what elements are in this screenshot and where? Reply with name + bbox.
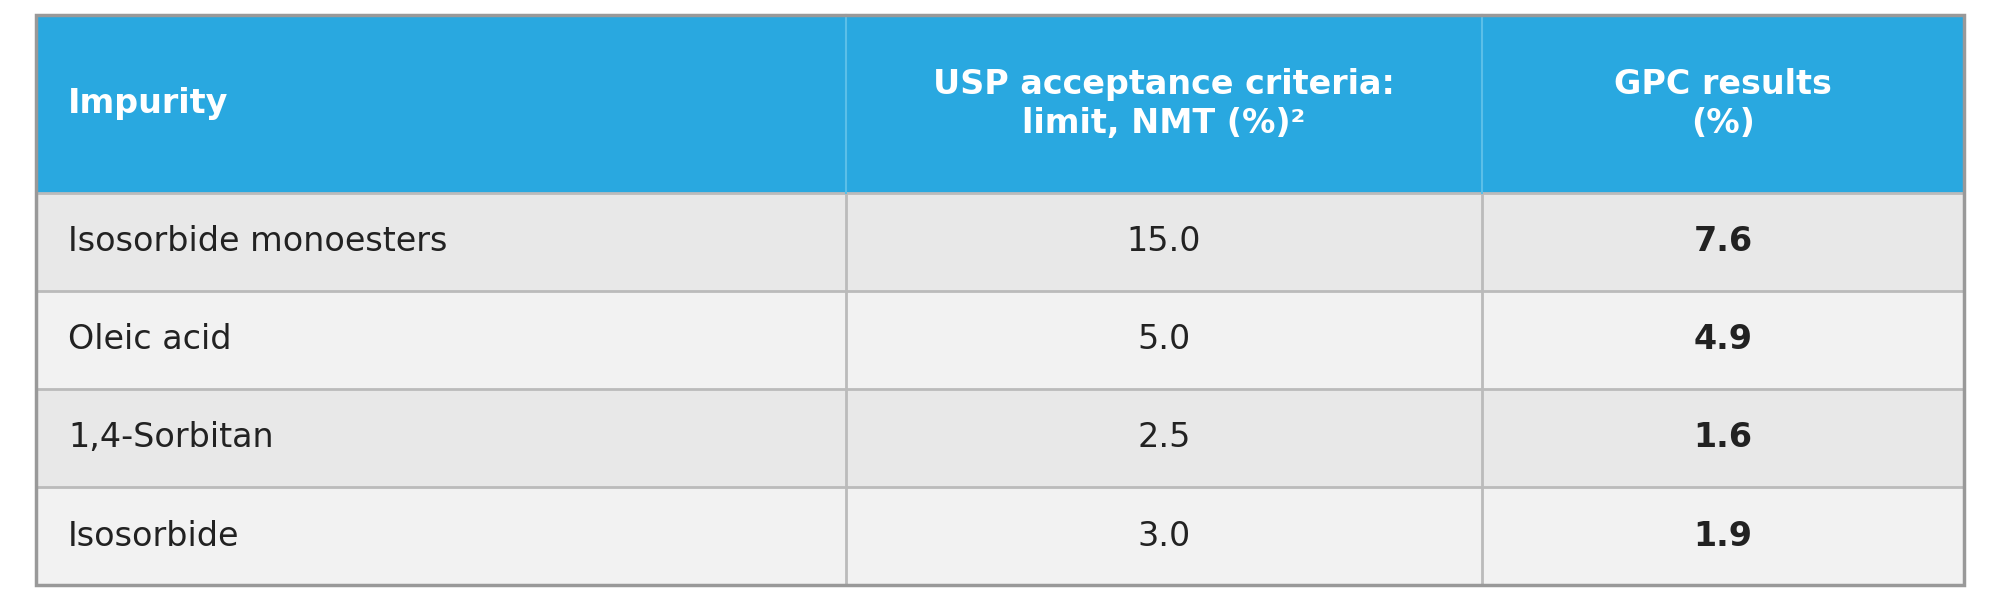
Text: USP acceptance criteria:
limit, NMT (%)²: USP acceptance criteria: limit, NMT (%)² <box>932 67 1394 140</box>
Text: 1.6: 1.6 <box>1694 421 1752 455</box>
Text: Impurity: Impurity <box>68 87 228 120</box>
Text: 1,4-Sorbitan: 1,4-Sorbitan <box>68 421 274 455</box>
Text: GPC results
(%): GPC results (%) <box>1614 67 1832 140</box>
Text: 3.0: 3.0 <box>1138 520 1190 553</box>
Bar <box>36 291 1964 389</box>
Bar <box>36 389 1964 487</box>
Text: 5.0: 5.0 <box>1138 323 1190 356</box>
Bar <box>36 15 1964 193</box>
Text: Oleic acid: Oleic acid <box>68 323 232 356</box>
Text: 2.5: 2.5 <box>1138 421 1190 455</box>
Text: 4.9: 4.9 <box>1694 323 1752 356</box>
Text: 7.6: 7.6 <box>1694 225 1752 258</box>
Text: 1.9: 1.9 <box>1694 520 1752 553</box>
Text: Isosorbide monoesters: Isosorbide monoesters <box>68 225 448 258</box>
Text: 15.0: 15.0 <box>1126 225 1202 258</box>
Bar <box>36 487 1964 585</box>
Text: Isosorbide: Isosorbide <box>68 520 240 553</box>
Bar <box>36 193 1964 291</box>
